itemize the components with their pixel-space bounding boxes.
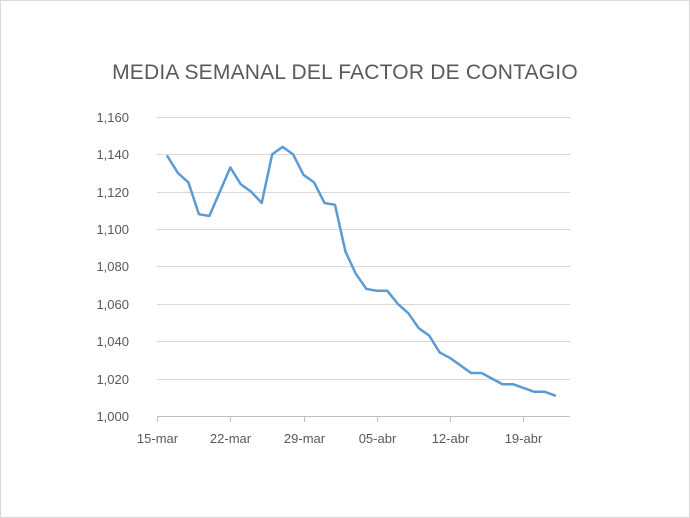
x-tick-label: 29-mar [284,431,326,446]
x-tick-label: 19-abr [505,431,543,446]
y-tick-label: 1,080 [96,259,129,274]
y-tick-label: 1,020 [96,372,129,387]
y-tick-label: 1,040 [96,334,129,349]
x-tick-label: 12-abr [432,431,470,446]
series-layer [166,145,557,397]
chart-title: MEDIA SEMANAL DEL FACTOR DE CONTAGIO [112,61,578,84]
gridlines [157,117,570,380]
y-tick-label: 1,140 [96,147,129,162]
y-tick-label: 1,060 [96,297,129,312]
series-line [166,145,557,397]
y-tick-label: 1,000 [96,409,129,424]
x-axis [157,416,570,422]
x-tick-label: 05-abr [359,431,397,446]
x-tick-label: 15-mar [137,431,179,446]
x-axis-labels: 15-mar 22-mar 29-mar 05-abr 12-abr 19-abr [137,431,543,446]
y-axis-labels: 1,000 1,020 1,040 1,060 1,080 1,100 1,120 1,140… [96,110,129,424]
y-tick-label: 1,100 [96,222,129,237]
x-tick-label: 22-mar [210,431,252,446]
y-tick-label: 1,120 [96,185,129,200]
y-tick-label: 1,160 [96,110,129,125]
